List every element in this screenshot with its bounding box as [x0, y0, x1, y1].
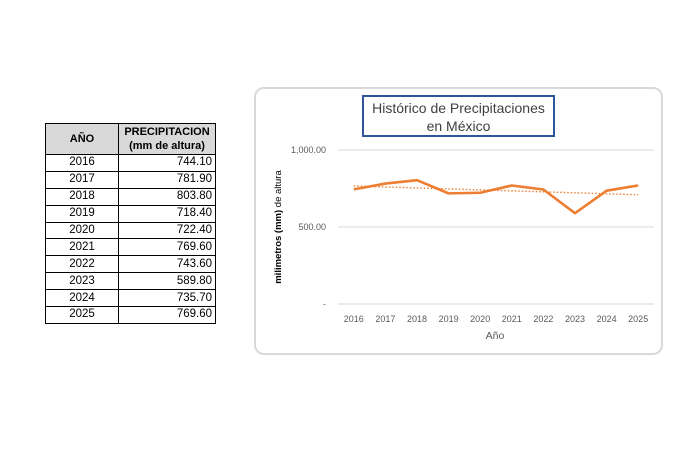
table-row: 2018 803.80 — [45, 187, 216, 206]
x-tick-label: 2022 — [533, 314, 553, 324]
year-cell: 2020 — [45, 221, 119, 240]
gridlines — [338, 149, 654, 305]
year-cell: 2021 — [45, 238, 119, 257]
y-axis-title-bold: milimetros (mm) — [273, 210, 284, 284]
chart-title-line1: Histórico de Precipitaciones — [372, 100, 545, 116]
chart-title-line2: en México — [426, 118, 491, 134]
value-cell: 718.40 — [118, 204, 216, 223]
table-row: 2022 743.60 — [45, 255, 216, 274]
table-row: 2019 718.40 — [45, 204, 216, 223]
value-cell: 803.80 — [118, 187, 216, 206]
value-cell: 722.40 — [118, 221, 216, 240]
value-cell: 769.60 — [118, 306, 216, 324]
year-cell: 2017 — [45, 170, 119, 189]
series-line — [353, 178, 639, 215]
y-tick-label: - — [323, 299, 326, 309]
table-row: 2020 722.40 — [45, 221, 216, 240]
header-year: AÑO — [45, 123, 119, 155]
y-tick-labels: - 500.00 1,000.00 — [291, 145, 326, 309]
table-row: 2017 781.90 — [45, 170, 216, 189]
value-cell: 781.90 — [118, 170, 216, 189]
table-row: 2021 769.60 — [45, 238, 216, 257]
value-cell: 735.70 — [118, 289, 216, 308]
header-precipitation-line2: (mm de altura) — [129, 140, 205, 152]
table-row: 2023 589.80 — [45, 272, 216, 291]
x-tick-label: 2016 — [344, 314, 364, 324]
y-axis-title-rest: de altura — [273, 170, 284, 210]
x-tick-label: 2024 — [597, 314, 617, 324]
x-tick-label: 2019 — [439, 314, 459, 324]
chart-title: Histórico de Precipitaciones en México — [362, 95, 555, 137]
y-tick-label: 1,000.00 — [291, 145, 326, 155]
table-header-row: AÑO PRECIPITACION (mm de altura) — [45, 123, 216, 155]
x-tick-label: 2023 — [565, 314, 585, 324]
table-row: 2025 769.60 — [45, 306, 216, 324]
x-tick-labels: 2016 2017 2018 2019 2020 2021 2022 2023 2024 2025 — [344, 314, 648, 324]
y-axis-title: milimetros (mm) de altura — [273, 170, 284, 284]
year-cell: 2019 — [45, 204, 119, 223]
value-cell: 744.10 — [118, 154, 216, 172]
chart-card — [254, 87, 663, 355]
x-tick-label: 2017 — [375, 314, 395, 324]
series-layer — [353, 178, 639, 215]
x-tick-label: 2021 — [502, 314, 522, 324]
x-tick-label: 2020 — [470, 314, 490, 324]
x-tick-label: 2025 — [628, 314, 648, 324]
year-cell: 2025 — [45, 306, 119, 324]
table-row: 2016 744.10 — [45, 154, 216, 172]
header-precipitation-line1: PRECIPITACION — [124, 126, 210, 138]
table-row: 2024 735.70 — [45, 289, 216, 308]
header-precipitation: PRECIPITACION (mm de altura) — [118, 123, 216, 155]
precipitation-table: AÑO PRECIPITACION (mm de altura) 2016 744… — [45, 123, 216, 324]
y-tick-label: 500.00 — [298, 222, 326, 232]
x-axis-title: Año — [486, 330, 505, 342]
x-tick-label: 2018 — [407, 314, 427, 324]
